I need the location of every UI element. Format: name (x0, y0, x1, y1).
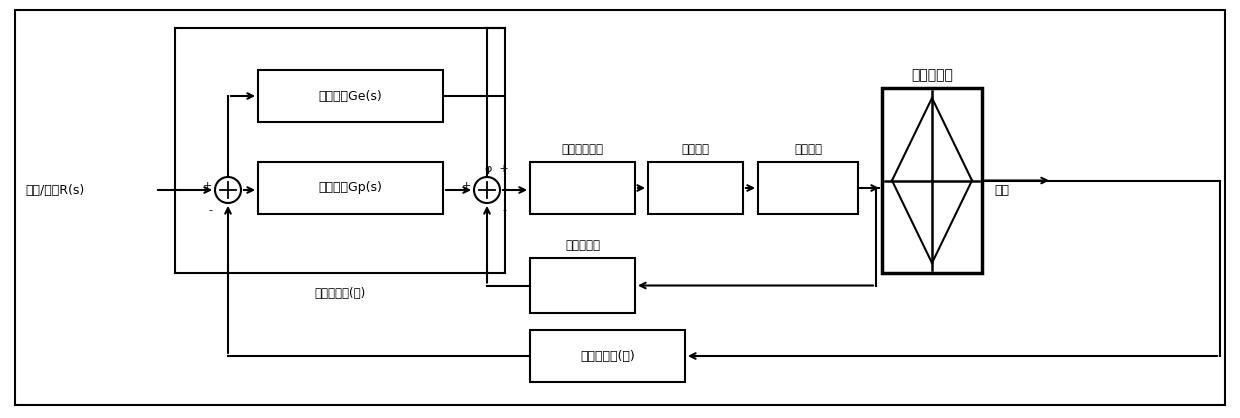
Text: φ  +: φ + (485, 164, 508, 174)
Text: 伺服系统: 伺服系统 (682, 143, 709, 156)
Text: 给定/扰动R(s): 给定/扰动R(s) (25, 184, 84, 196)
Bar (882, 88, 982, 273)
Circle shape (474, 177, 500, 203)
Bar (258, 162, 443, 214)
Text: 反馈控制Gp(s): 反馈控制Gp(s) (319, 181, 382, 194)
Bar (258, 70, 443, 122)
Text: +: + (202, 181, 212, 191)
Text: -: - (502, 205, 506, 215)
Bar (529, 330, 684, 382)
Bar (529, 162, 635, 214)
Text: 角位移检测: 角位移检测 (565, 239, 600, 252)
Text: 传动机构: 传动机构 (794, 143, 822, 156)
Text: 结果: 结果 (994, 184, 1009, 196)
Bar (758, 162, 858, 214)
Circle shape (215, 177, 241, 203)
Bar (649, 162, 743, 214)
Bar (175, 28, 505, 273)
Text: 非线性环节: 非线性环节 (911, 68, 952, 82)
Text: 前馈控制Ge(s): 前馈控制Ge(s) (319, 89, 382, 102)
Text: +: + (461, 181, 471, 191)
Text: 线位移控制(内): 线位移控制(内) (315, 287, 366, 300)
Text: -: - (208, 205, 212, 215)
Bar (529, 258, 635, 313)
Text: 角位移控制器: 角位移控制器 (562, 143, 604, 156)
Text: 线位移检测(外): 线位移检测(外) (580, 349, 635, 362)
